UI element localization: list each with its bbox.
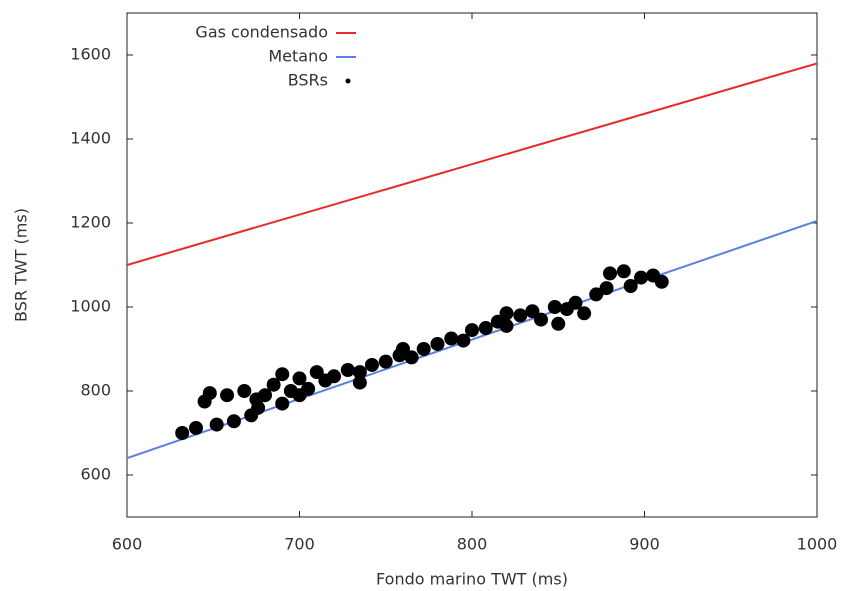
x-tick-label: 600 [112,535,143,554]
point [220,388,235,403]
point [465,323,479,338]
point [340,363,355,377]
point [534,312,548,327]
point [404,350,419,365]
point [352,375,367,390]
legend-label: BSRs [288,71,328,90]
point [266,377,281,392]
point [603,266,617,281]
point [456,333,471,348]
point [378,354,393,369]
point [396,342,410,356]
legend-swatch [345,78,351,84]
x-tick-label: 800 [457,535,488,554]
point [275,367,290,382]
point [209,417,224,432]
x-tick-label: 1000 [797,535,838,554]
point [175,426,190,440]
point [202,386,217,401]
point [327,369,341,384]
point [547,300,562,314]
point [634,270,649,285]
point [430,336,445,351]
point [599,281,614,296]
point [275,396,290,411]
legend-label: Metano [268,47,328,66]
point [525,304,540,319]
point [444,331,459,346]
point [292,371,307,386]
point [478,321,493,335]
x-tick-label: 900 [629,535,660,554]
point [577,306,592,321]
point [499,318,514,333]
y-tick-label: 600 [80,465,111,484]
point [513,308,528,323]
x-tick-label: 700 [284,535,315,554]
y-axis-title: BSR TWT (ms) [12,208,31,322]
point [237,384,252,398]
point [589,287,604,302]
point [309,365,324,380]
y-tick-label: 1600 [70,45,111,64]
legend-label: Gas condensado [195,23,328,42]
plot-frame [126,12,818,518]
line [126,219,818,460]
point [416,342,431,356]
point [568,295,583,310]
point [292,388,307,403]
y-tick-label: 1400 [70,129,111,148]
y-tick-label: 1000 [70,297,111,316]
point [499,306,514,321]
line [126,62,818,266]
point [249,392,264,407]
point [364,357,379,372]
y-tick-label: 800 [80,381,111,400]
point [551,316,566,331]
point [616,264,631,279]
y-tick-label: 1200 [70,213,111,232]
point [352,365,367,380]
x-axis-title: Fondo marino TWT (ms) [376,570,568,589]
point [189,420,203,435]
point [654,274,669,289]
point [623,279,638,293]
point [226,414,241,429]
